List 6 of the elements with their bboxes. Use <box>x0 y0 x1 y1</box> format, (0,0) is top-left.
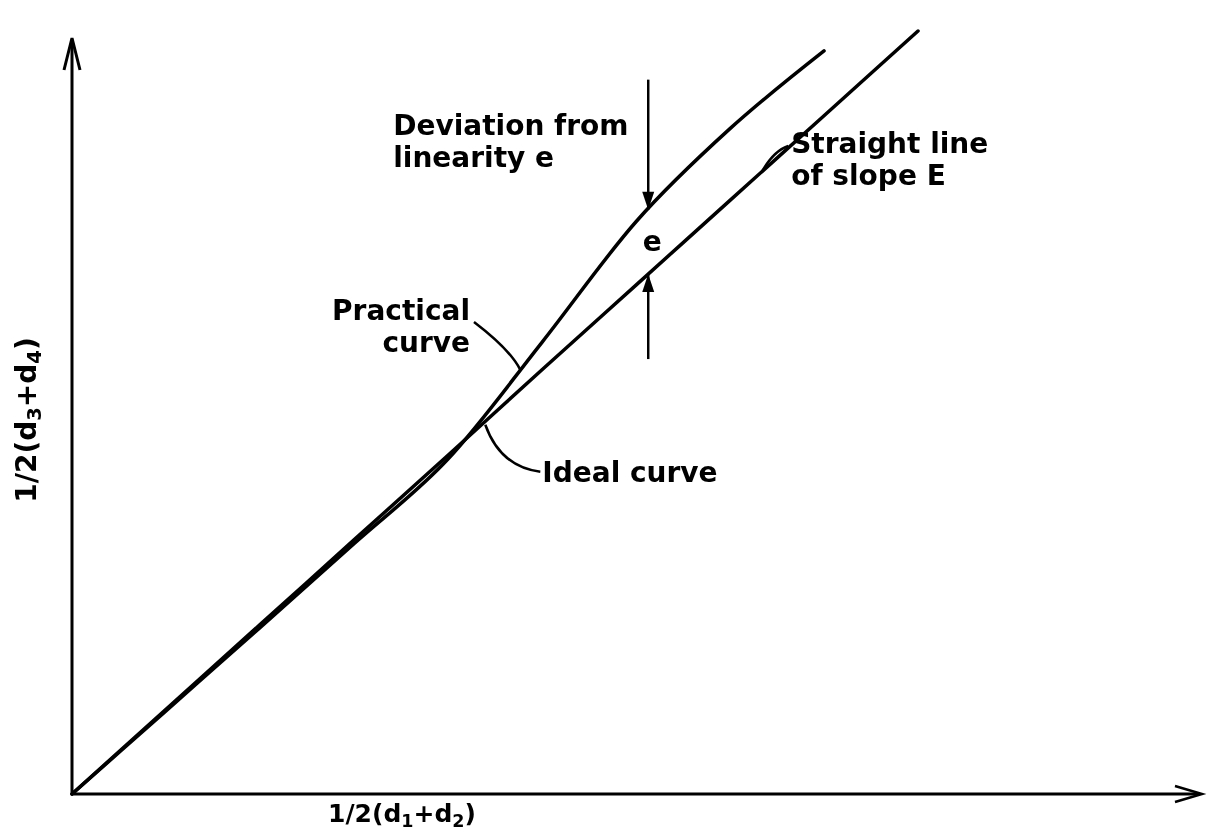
annotation: Ideal curve <box>542 455 718 489</box>
x-axis-title: 1/2(d$_{1}$+d$_{2}$) <box>328 799 476 831</box>
legend-label: Straight line of slope E <box>791 126 989 192</box>
annotation: e <box>642 224 662 258</box>
annotation: Deviation from linearity e <box>393 108 629 174</box>
series-label: Practical curve <box>332 294 470 359</box>
